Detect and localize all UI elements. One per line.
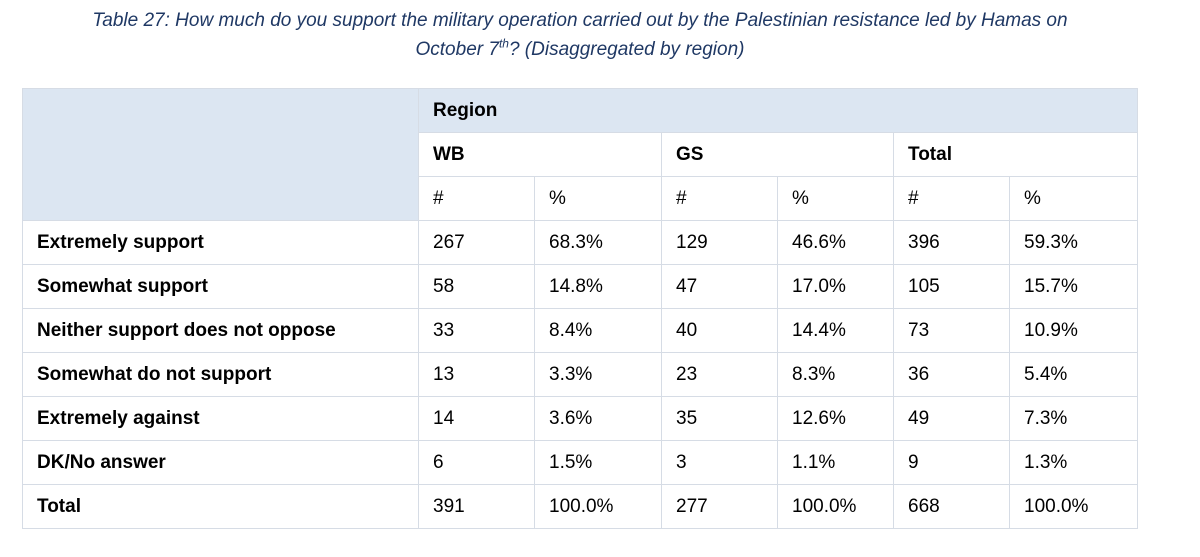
table-cell: 10.9% [1008,308,1139,353]
table-cell: 9 [893,440,1010,485]
header-corner-cell [22,88,419,221]
subheader-cell: % [777,176,894,221]
table-cell: 3.3% [534,352,662,397]
table-cell: 391 [418,484,535,529]
table-caption: Table 27: How much do you support the mi… [0,6,1160,64]
caption-line-2-suffix: ? (Disaggregated by region) [508,39,745,60]
table-cell: 36 [893,352,1010,397]
caption-line-1: Table 27: How much do you support the mi… [92,10,1068,31]
row-label: DK/No answer [22,440,419,485]
group-header-row: WB GS Total [23,132,1139,177]
caption-line-2: October 7th? (Disaggregated by region) [0,35,1160,64]
row-label: Extremely support [22,220,419,265]
group-header-wb: WB [418,132,662,177]
table-cell: 129 [661,220,778,265]
table-cell: 5.4% [1008,352,1139,397]
table-cell: 15.7% [1008,264,1139,309]
table-cell: 1.5% [534,440,662,485]
subheader-cell: % [534,176,662,221]
table-cell: 105 [893,264,1010,309]
table-cell: 68.3% [534,220,662,265]
table-cell: 267 [418,220,535,265]
table-row: Extremely support 267 68.3% 129 46.6% 39… [22,220,1139,265]
table-cell: 49 [893,396,1010,441]
caption-line-2-prefix: October 7 [415,39,499,60]
table-cell: 3 [661,440,778,485]
row-label: Extremely against [22,396,419,441]
region-header-row: Region [22,88,1139,221]
table-row: Neither support does not oppose 33 8.4% … [22,308,1139,353]
table-cell: 668 [893,484,1010,529]
table-row: Somewhat support 58 14.8% 47 17.0% 105 1… [22,264,1139,309]
table-cell: 1.3% [1008,440,1139,485]
table-row-total: Total 391 100.0% 277 100.0% 668 100.0% [22,484,1139,529]
table-cell: 100.0% [534,484,662,529]
table-row: DK/No answer 6 1.5% 3 1.1% 9 1.3% [22,440,1139,485]
subheader-cell: % [1008,176,1139,221]
table-cell: 14.8% [534,264,662,309]
table-cell: 40 [661,308,778,353]
table-cell: 8.3% [777,352,894,397]
table-cell: 1.1% [777,440,894,485]
caption-superscript: th [498,36,509,51]
row-label: Somewhat support [22,264,419,309]
row-label: Total [22,484,419,529]
subheader-row: # % # % # % [23,176,1139,221]
group-header-total: Total [892,132,1139,177]
table-cell: 3.6% [534,396,662,441]
table-cell: 59.3% [1008,220,1139,265]
table-cell: 17.0% [777,264,894,309]
table-cell: 46.6% [777,220,894,265]
row-label: Neither support does not oppose [22,308,419,353]
table-cell: 100.0% [1008,484,1139,529]
subheader-cell: # [418,176,535,221]
subheader-cell: # [661,176,778,221]
table-cell: 33 [418,308,535,353]
table-cell: 14 [418,396,535,441]
table-row: Somewhat do not support 13 3.3% 23 8.3% … [22,352,1139,397]
results-table: Region WB GS Total # % # % # % Extremely… [22,88,1139,529]
table-cell: 6 [418,440,535,485]
table-cell: 14.4% [777,308,894,353]
table-cell: 13 [418,352,535,397]
region-header: Region [417,88,1139,133]
table-cell: 7.3% [1008,396,1139,441]
table-cell: 277 [661,484,778,529]
table-cell: 8.4% [534,308,662,353]
table-cell: 35 [661,396,778,441]
table-cell: 58 [418,264,535,309]
table-cell: 47 [661,264,778,309]
row-label: Somewhat do not support [22,352,419,397]
table-cell: 12.6% [777,396,894,441]
table-cell: 396 [893,220,1010,265]
table-row: Extremely against 14 3.6% 35 12.6% 49 7.… [22,396,1139,441]
group-header-gs: GS [661,132,894,177]
subheader-cell: # [893,176,1010,221]
table-cell: 23 [661,352,778,397]
table-cell: 73 [893,308,1010,353]
table-cell: 100.0% [777,484,894,529]
